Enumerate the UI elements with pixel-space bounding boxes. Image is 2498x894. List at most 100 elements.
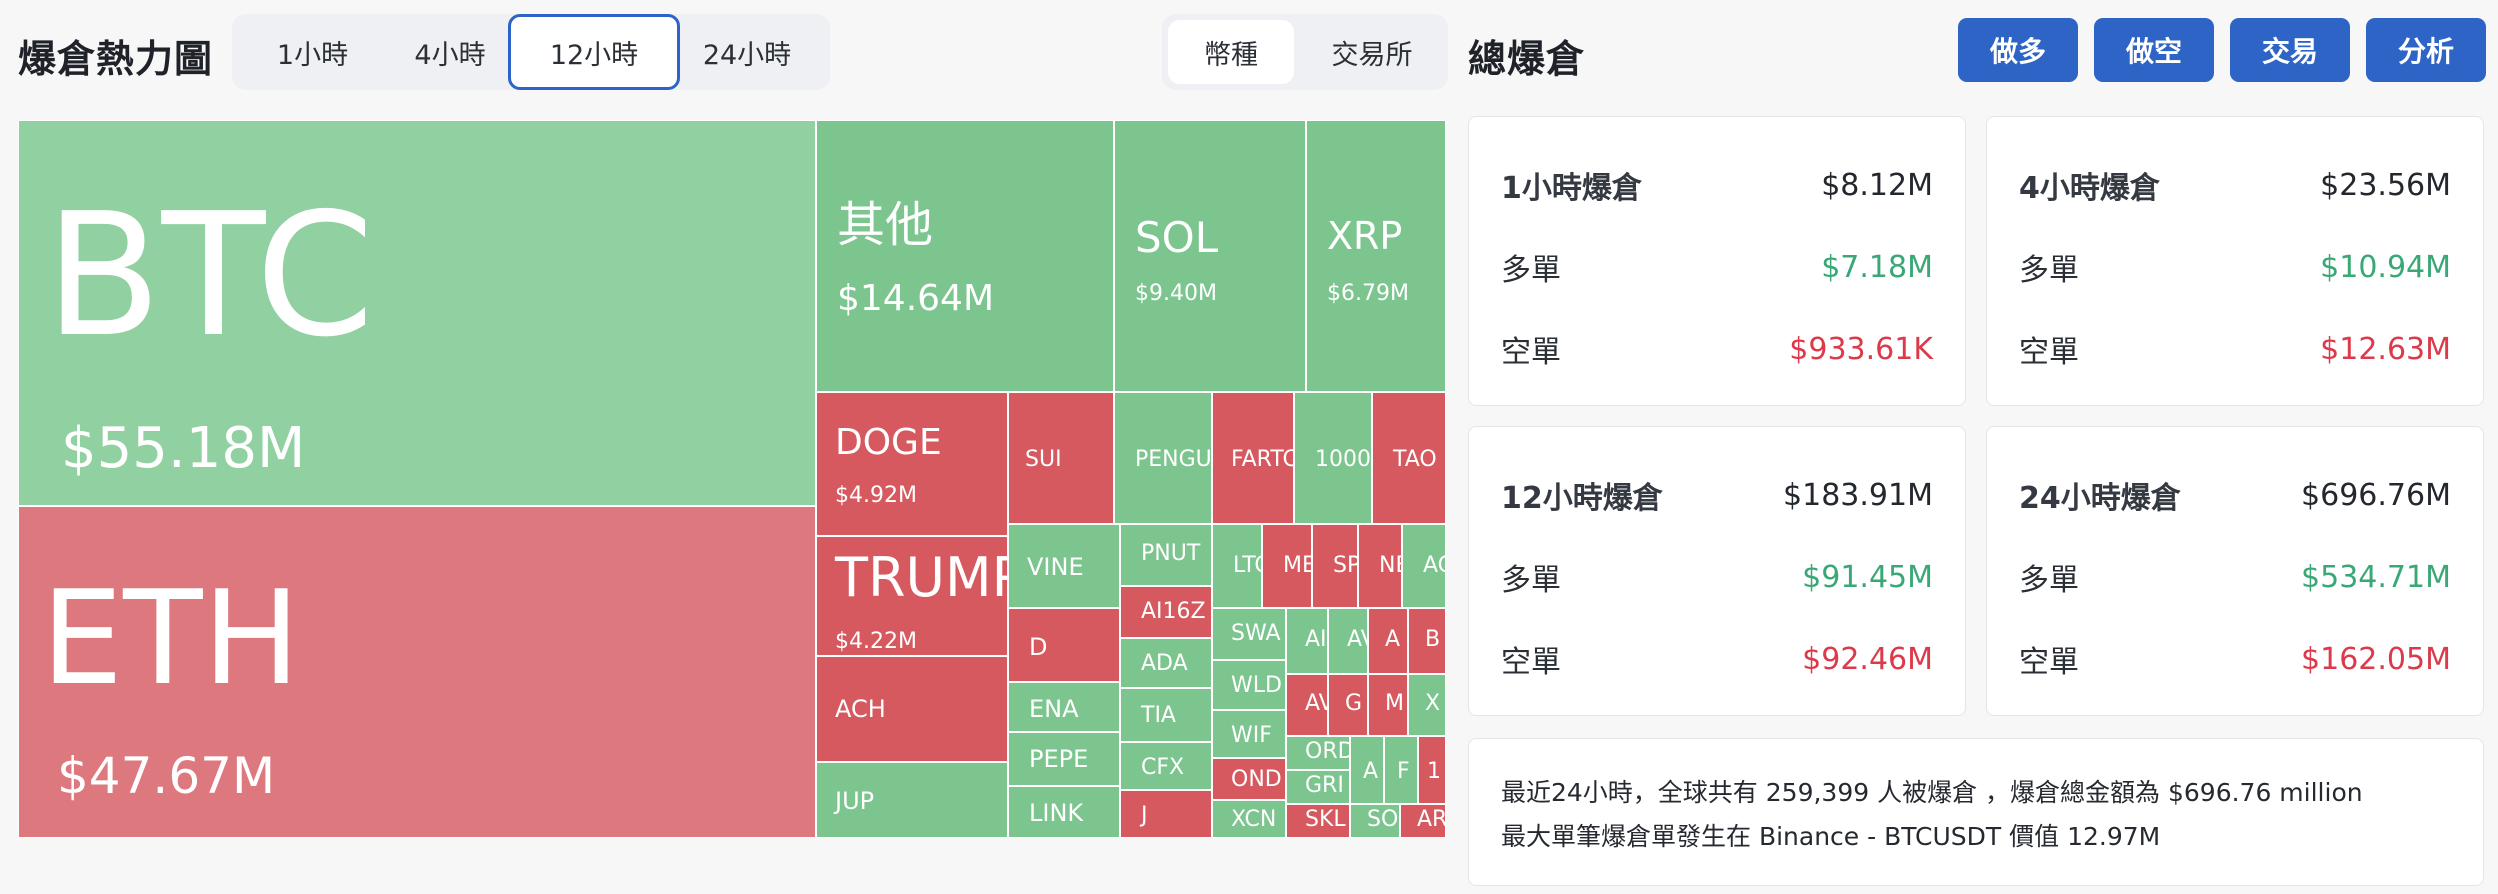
tile-symbol: M [1385, 691, 1404, 716]
treemap-tile-me[interactable]: ME [1262, 524, 1312, 608]
tile-symbol: ORD [1305, 739, 1350, 764]
treemap-tile-xcn[interactable]: XCN [1212, 800, 1286, 838]
tile-symbol: XCN [1231, 807, 1277, 832]
treemap-tile-doge[interactable]: DOGE $4.92M [816, 392, 1008, 536]
treemap-tile-a[interactable]: A [1368, 608, 1408, 674]
treemap-tile-wif[interactable]: WIF [1212, 710, 1286, 758]
treemap-tile-skl[interactable]: SKL [1286, 804, 1350, 838]
tile-value: $47.67M [57, 747, 276, 805]
treemap-tile-eth[interactable]: ETH $47.67M [18, 506, 816, 838]
treemap-tile-g[interactable]: G [1328, 674, 1368, 736]
treemap-tile-btc[interactable]: BTC $55.18M [18, 120, 816, 506]
tile-symbol: SOL [1135, 213, 1219, 262]
treemap-tile-ord[interactable]: ORD [1286, 736, 1350, 770]
treemap-tile-vine[interactable]: VINE [1008, 524, 1120, 608]
treemap-tile-ag[interactable]: AG [1402, 524, 1446, 608]
treemap-tile-av[interactable]: AV [1286, 674, 1328, 736]
treemap-tile-ar[interactable]: AR [1400, 804, 1446, 838]
treemap-tile-1000[interactable]: 1000 [1294, 392, 1372, 524]
tile-symbol: LTC [1233, 553, 1261, 578]
treemap-tile-fartc[interactable]: FARTC [1212, 392, 1294, 524]
treemap-tile-link[interactable]: LINK [1008, 786, 1120, 838]
tab-24h[interactable]: 24小時 [702, 39, 792, 71]
tile-symbol: GRI [1305, 773, 1344, 798]
short-value: $933.61K [1789, 331, 1933, 367]
tile-value: $55.18M [61, 416, 306, 481]
trade-button[interactable]: 交易 [2230, 18, 2350, 82]
tile-symbol: WIF [1231, 723, 1272, 748]
tile-symbol: PEPE [1029, 745, 1089, 773]
card-total: $8.12M [1821, 167, 1933, 203]
treemap-tile-ne[interactable]: NE [1358, 524, 1402, 608]
summary-card: 最近24小時，全球共有 259,399 人被爆倉 ，爆倉總金額為 $696.76… [1468, 738, 2484, 886]
treemap-tile-ai[interactable]: AI [1286, 608, 1328, 674]
treemap-tile-swa[interactable]: SWA [1212, 608, 1286, 660]
treemap-tile-sol[interactable]: SOL $9.40M [1114, 120, 1306, 392]
treemap-tile-pnut[interactable]: PNUT [1120, 524, 1212, 586]
long-label: 多單 [1501, 563, 1561, 598]
tile-symbol: 其他 [837, 197, 934, 253]
tile-symbol: 1 [1427, 759, 1441, 784]
tile-symbol: ENA [1029, 695, 1079, 723]
group-tabs: 幣種 交易所 [1162, 14, 1448, 90]
treemap-tile-ai16z[interactable]: AI16Z [1120, 586, 1212, 638]
tile-symbol: B [1425, 627, 1441, 652]
short-label: 空單 [2019, 645, 2079, 680]
treemap-tile-ach[interactable]: ACH [816, 656, 1008, 762]
treemap-tile-jup[interactable]: JUP [816, 762, 1008, 838]
tile-value: $9.40M [1135, 281, 1217, 306]
tile-symbol: PNUT [1141, 541, 1201, 566]
tile-symbol: SO [1367, 807, 1399, 832]
treemap-tile-b[interactable]: B [1408, 608, 1446, 674]
treemap-tile-av[interactable]: AV [1328, 608, 1368, 674]
treemap-tile-pengu[interactable]: PENGU [1114, 392, 1212, 524]
treemap-tile-sui[interactable]: SUI [1008, 392, 1114, 524]
tab-4h[interactable]: 4小時 [414, 39, 486, 71]
long-value: $91.45M [1802, 559, 1933, 595]
total-liquidation-title: 總爆倉 [1468, 37, 1586, 81]
treemap-tile-pepe[interactable]: PEPE [1008, 732, 1120, 786]
treemap-tile-sp[interactable]: SP [1312, 524, 1358, 608]
treemap-tile-ltc[interactable]: LTC [1212, 524, 1262, 608]
tab-1h[interactable]: 1小時 [276, 39, 349, 71]
treemap-tile-其他[interactable]: 其他 $14.64M [816, 120, 1114, 392]
tab-12h[interactable]: 12小時 [508, 14, 680, 90]
short-button[interactable]: 做空 [2094, 18, 2214, 82]
stats-card-12h: 12小時爆倉 $183.91M 多單 $91.45M 空單 $92.46M [1468, 426, 1966, 716]
long-button[interactable]: 做多 [1958, 18, 2078, 82]
treemap-tile-trump[interactable]: TRUMP $4.22M [816, 536, 1008, 656]
treemap-tile-cfx[interactable]: CFX [1120, 742, 1212, 790]
treemap-tile-xrp[interactable]: XRP $6.79M [1306, 120, 1446, 392]
treemap-tile-ada[interactable]: ADA [1120, 638, 1212, 688]
treemap-tile-a[interactable]: A [1350, 736, 1384, 804]
treemap-tile-f[interactable]: F [1384, 736, 1418, 804]
tab-exchange[interactable]: 交易所 [1331, 39, 1413, 71]
short-value: $12.63M [2320, 331, 2451, 367]
heatmap-title: 爆倉熱力圖 [18, 37, 214, 81]
tile-symbol: ME [1283, 553, 1311, 578]
treemap-tile-ond[interactable]: OND [1212, 758, 1286, 800]
long-value: $10.94M [2320, 249, 2451, 285]
treemap-tile-so[interactable]: SO [1350, 804, 1400, 838]
treemap-tile-wld[interactable]: WLD [1212, 660, 1286, 710]
treemap-tile-x[interactable]: X [1408, 674, 1446, 736]
tab-coin[interactable]: 幣種 [1168, 20, 1294, 84]
tile-symbol: ACH [835, 695, 886, 723]
stats-card-1h: 1小時爆倉 $8.12M 多單 $7.18M 空單 $933.61K [1468, 116, 1966, 406]
treemap-tile-j[interactable]: J [1120, 790, 1212, 838]
treemap-tile-d[interactable]: D [1008, 608, 1120, 682]
tile-symbol: SWA [1231, 621, 1281, 646]
tile-symbol: D [1029, 633, 1048, 661]
treemap-tile-m[interactable]: M [1368, 674, 1408, 736]
stats-card-24h: 24小時爆倉 $696.76M 多單 $534.71M 空單 $162.05M [1986, 426, 2484, 716]
tile-value: $14.64M [837, 278, 995, 319]
analysis-button[interactable]: 分析 [2366, 18, 2486, 82]
treemap-tile-tao[interactable]: TAO [1372, 392, 1446, 524]
long-label: 多單 [2019, 253, 2079, 288]
treemap-tile-1[interactable]: 1 [1418, 736, 1446, 804]
tile-symbol: F [1397, 759, 1410, 784]
treemap-tile-gri[interactable]: GRI [1286, 770, 1350, 804]
tile-symbol: AR [1417, 807, 1446, 832]
treemap-tile-tia[interactable]: TIA [1120, 688, 1212, 742]
treemap-tile-ena[interactable]: ENA [1008, 682, 1120, 732]
